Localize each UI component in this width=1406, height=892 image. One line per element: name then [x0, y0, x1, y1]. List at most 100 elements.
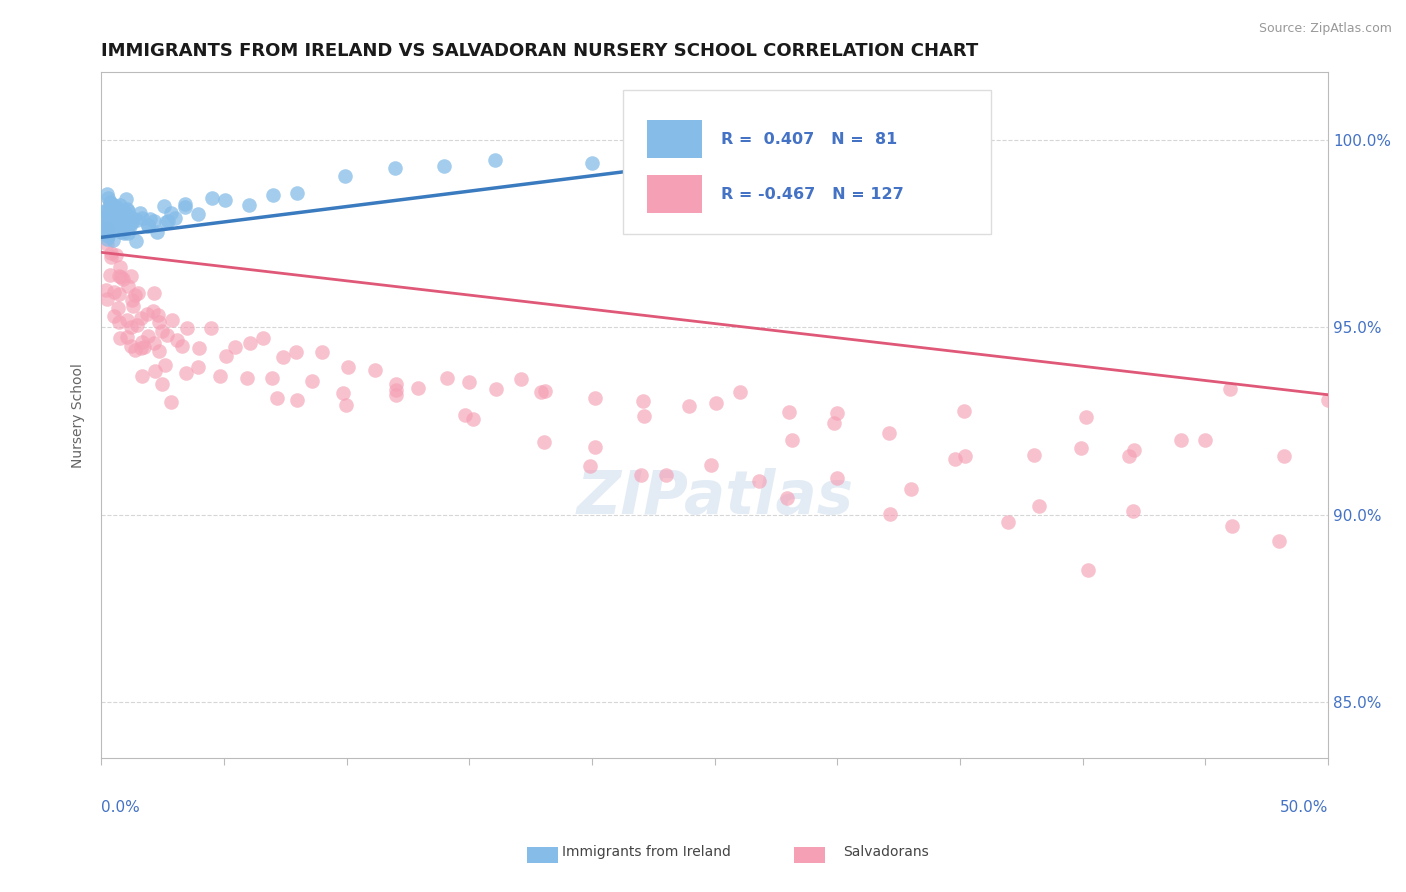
- Point: [188, 341, 211, 355]
- Point: [101, 233, 124, 247]
- Point: [534, 384, 557, 399]
- Point: [678, 399, 700, 413]
- Point: [94, 283, 117, 297]
- Point: [201, 191, 224, 205]
- Point: [108, 331, 131, 345]
- Point: [107, 301, 129, 315]
- Point: [96, 221, 118, 235]
- Point: [103, 210, 125, 224]
- Point: [105, 216, 128, 230]
- Point: [118, 218, 141, 232]
- Point: [385, 388, 408, 402]
- Point: [96, 186, 118, 201]
- Point: [103, 285, 125, 299]
- Point: [952, 404, 974, 418]
- Point: [108, 208, 131, 222]
- Point: [301, 374, 323, 388]
- Point: [160, 395, 183, 409]
- Point: [120, 338, 142, 352]
- Point: [93, 203, 115, 218]
- Point: [630, 467, 652, 482]
- Point: [172, 339, 194, 353]
- Point: [110, 225, 132, 239]
- Point: [879, 507, 901, 521]
- Point: [105, 200, 128, 214]
- Point: [285, 186, 308, 200]
- Point: [127, 286, 149, 301]
- Point: [155, 215, 177, 229]
- Point: [633, 409, 655, 423]
- Text: Source: ZipAtlas.com: Source: ZipAtlas.com: [1258, 22, 1392, 36]
- Point: [214, 193, 236, 207]
- Point: [174, 367, 197, 381]
- Point: [997, 515, 1019, 529]
- Point: [110, 270, 132, 285]
- Point: [118, 219, 141, 233]
- Point: [100, 268, 122, 282]
- Point: [823, 416, 845, 430]
- Point: [104, 211, 127, 225]
- Point: [262, 187, 284, 202]
- Point: [146, 225, 169, 239]
- Point: [108, 315, 131, 329]
- Point: [484, 153, 506, 167]
- Point: [108, 198, 131, 212]
- Point: [115, 330, 138, 344]
- Point: [239, 335, 262, 350]
- Point: [160, 205, 183, 219]
- Point: [877, 426, 900, 441]
- Point: [173, 200, 195, 214]
- Point: [583, 391, 606, 405]
- Point: [335, 399, 357, 413]
- Point: [136, 219, 159, 233]
- Point: [311, 344, 333, 359]
- Point: [129, 206, 152, 220]
- Point: [97, 210, 120, 224]
- Point: [136, 329, 159, 343]
- Point: [529, 385, 551, 400]
- Point: [111, 206, 134, 220]
- Point: [627, 146, 650, 161]
- Point: [146, 309, 169, 323]
- Point: [114, 205, 136, 219]
- Point: [94, 204, 117, 219]
- Point: [728, 384, 751, 399]
- Point: [208, 368, 231, 383]
- Point: [165, 211, 187, 225]
- Point: [136, 307, 159, 321]
- Point: [117, 227, 139, 241]
- Point: [173, 197, 195, 211]
- Point: [943, 451, 966, 466]
- Point: [655, 468, 678, 483]
- Point: [1118, 449, 1140, 463]
- Y-axis label: Nursery School: Nursery School: [72, 363, 86, 467]
- Point: [332, 385, 354, 400]
- Point: [1123, 442, 1146, 457]
- Point: [187, 360, 209, 375]
- Point: [1028, 500, 1050, 514]
- Point: [436, 370, 458, 384]
- Point: [385, 383, 408, 397]
- Point: [120, 210, 142, 224]
- Text: 50.0%: 50.0%: [1279, 799, 1329, 814]
- Point: [127, 212, 149, 227]
- Point: [1022, 448, 1045, 462]
- Point: [104, 208, 127, 222]
- Text: R =  0.407   N =  81: R = 0.407 N = 81: [721, 132, 897, 147]
- Point: [176, 320, 198, 334]
- Point: [129, 341, 152, 355]
- Point: [533, 435, 555, 450]
- Point: [700, 458, 723, 473]
- Point: [150, 324, 173, 338]
- Point: [115, 192, 138, 206]
- Text: R = -0.467   N = 127: R = -0.467 N = 127: [721, 187, 904, 202]
- Point: [104, 217, 127, 231]
- Point: [1074, 409, 1097, 424]
- Point: [458, 375, 481, 389]
- Point: [100, 250, 122, 264]
- Point: [105, 247, 128, 261]
- Point: [433, 159, 456, 173]
- Point: [100, 195, 122, 210]
- Point: [1077, 563, 1099, 577]
- Point: [337, 360, 360, 375]
